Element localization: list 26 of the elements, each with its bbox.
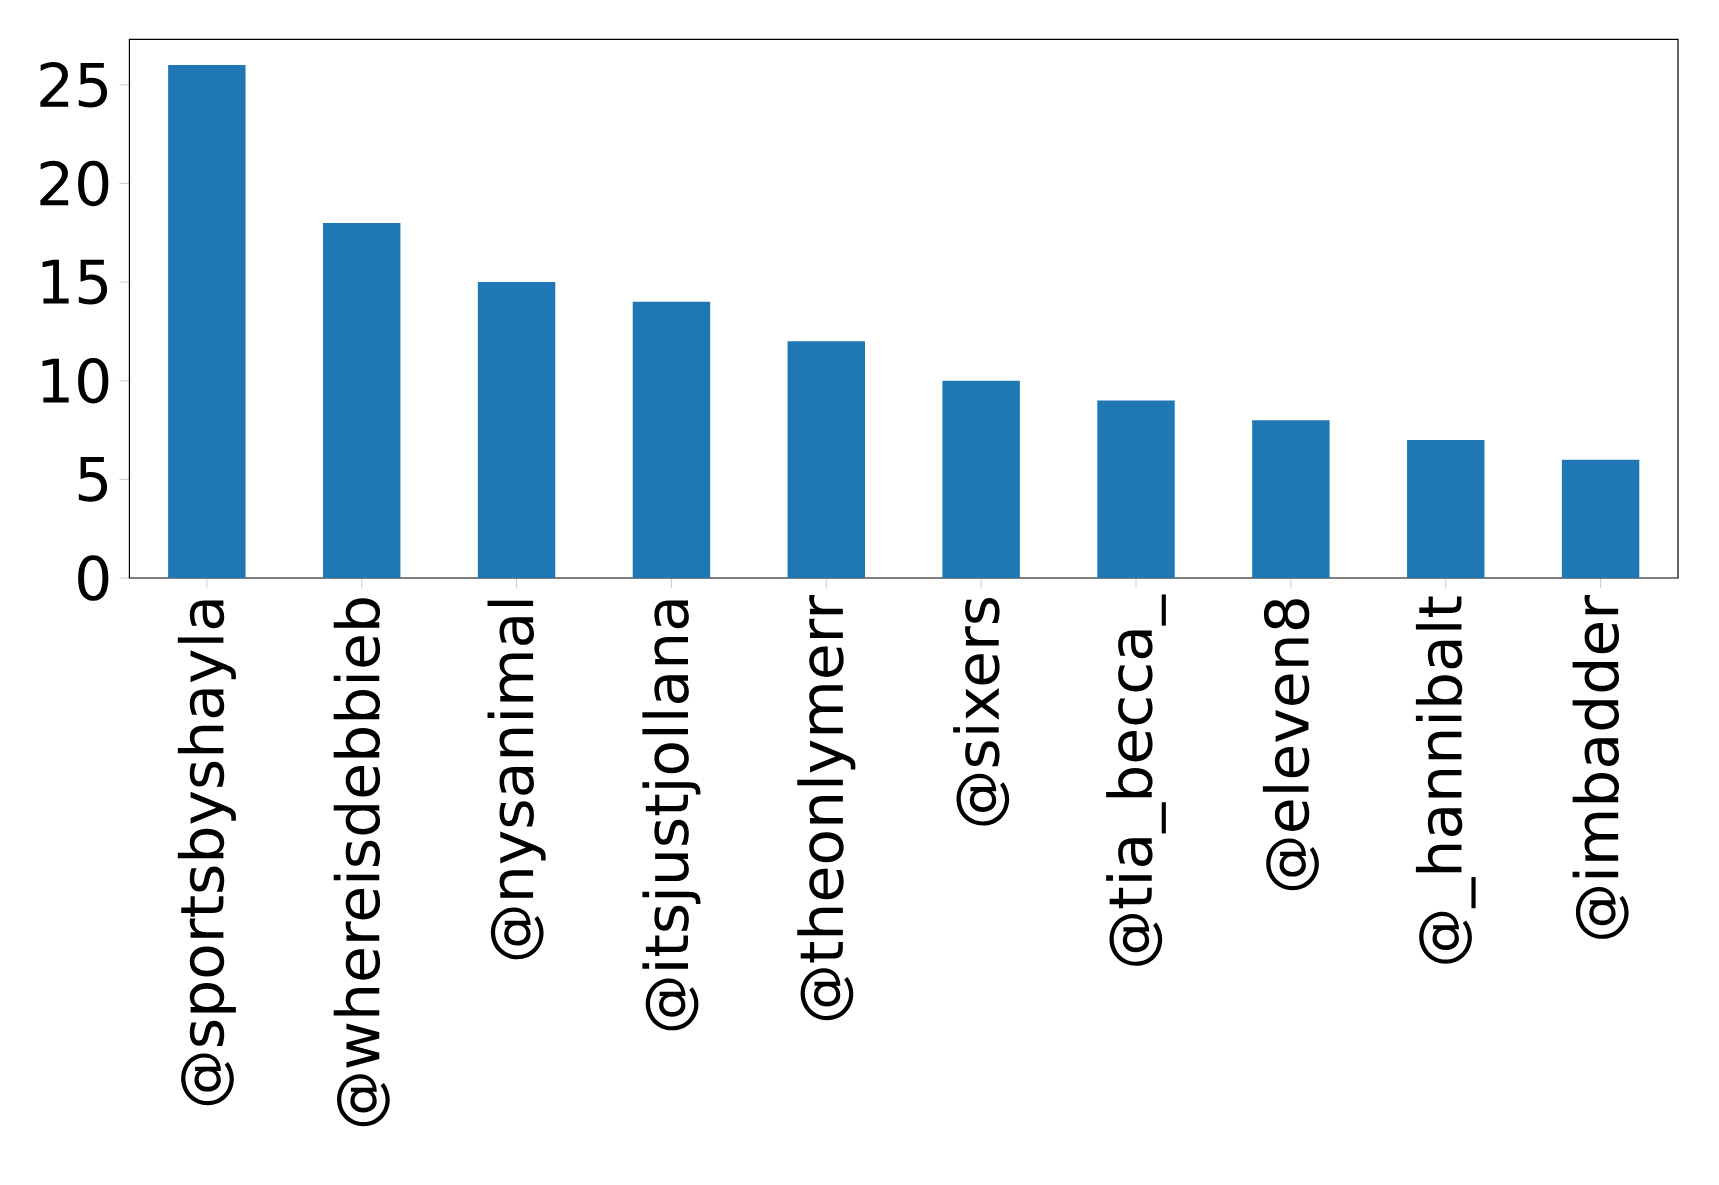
bar	[1561, 459, 1640, 579]
bar	[1252, 420, 1330, 579]
x-tick-label: @theonlymerr	[797, 595, 856, 1021]
x-tick-label: @nysanimal	[487, 600, 546, 960]
bar	[477, 282, 556, 579]
bar	[322, 222, 401, 579]
x-tick-label: @_hannibalt	[1415, 596, 1476, 964]
x-tick-label: @tia_becca_	[1106, 594, 1166, 966]
x-tick-label: @eleven8	[1262, 599, 1319, 891]
x-tick-label: @sixers	[953, 597, 1010, 826]
bar	[632, 301, 711, 579]
bar	[168, 65, 246, 579]
x-tick-label: @itsjustjollana	[642, 600, 701, 1031]
y-tick-label: 10	[42, 358, 109, 404]
y-tick-label: 0	[78, 555, 109, 601]
bar	[1407, 439, 1485, 579]
x-tick-label: @whereisdebbieb	[333, 598, 390, 1127]
bar	[1097, 400, 1175, 579]
bar	[942, 380, 1020, 579]
y-tick-label: 5	[78, 457, 108, 502]
bar	[787, 341, 865, 579]
x-tick-label: @sportsbyshayla	[177, 600, 236, 1106]
x-tick-label: @imbadder	[1572, 595, 1629, 939]
y-tick-label: 20	[40, 160, 109, 207]
y-tick-label: 15	[42, 259, 108, 305]
y-tick-label: 25	[40, 62, 108, 108]
